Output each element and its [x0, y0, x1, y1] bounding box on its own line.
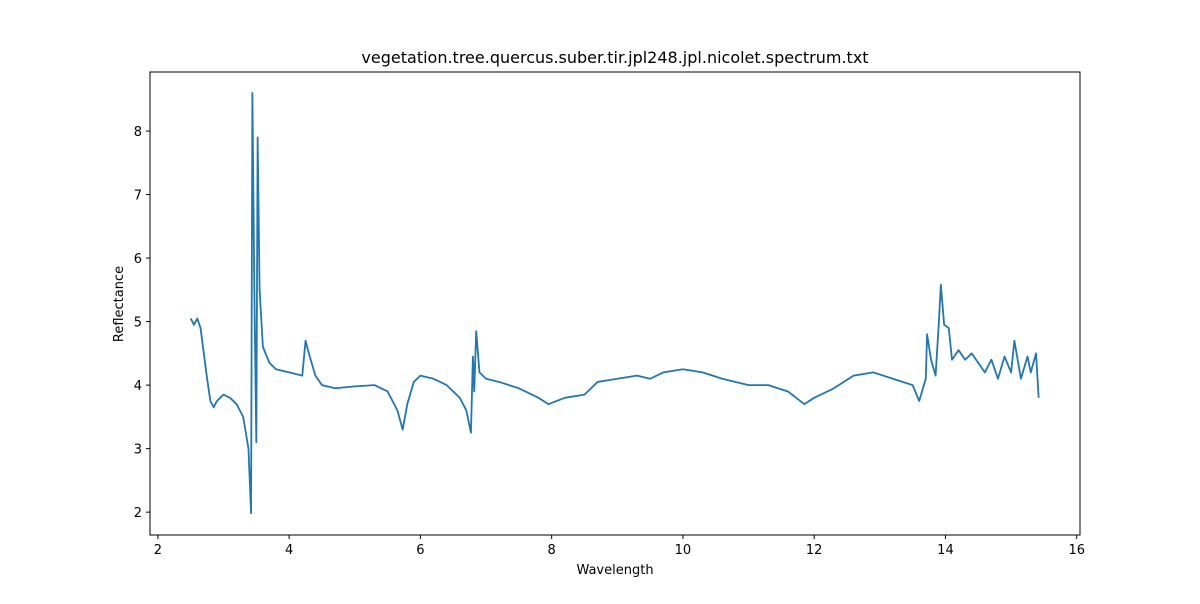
data-line — [189, 92, 1040, 515]
axes-frame — [149, 71, 1081, 536]
x-tick-label: 14 — [937, 543, 954, 558]
x-tick-label: 16 — [1068, 543, 1085, 558]
x-tick-label: 10 — [675, 543, 692, 558]
x-tick-label: 2 — [154, 543, 162, 558]
y-tick-label: 6 — [134, 252, 142, 267]
x-tick-label: 4 — [285, 543, 293, 558]
x-tick-label: 8 — [548, 543, 556, 558]
x-tick-label: 12 — [806, 543, 823, 558]
y-axis-label: Reflectance — [112, 266, 127, 342]
chart-title: vegetation.tree.quercus.suber.tir.jpl248… — [361, 48, 868, 67]
y-tick-label: 2 — [134, 506, 142, 521]
y-tick-label: 4 — [134, 379, 142, 394]
y-tick-label: 8 — [134, 125, 142, 140]
y-tick-label: 3 — [134, 443, 142, 458]
x-axis-label: Wavelength — [576, 563, 653, 578]
y-tick-label: 5 — [134, 316, 142, 331]
y-tick-label: 7 — [134, 189, 142, 204]
x-tick-label: 6 — [416, 543, 424, 558]
